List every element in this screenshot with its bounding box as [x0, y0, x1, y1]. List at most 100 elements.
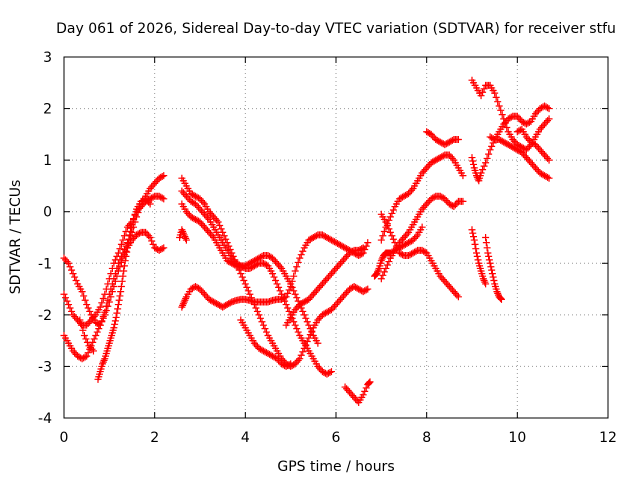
data-point-marker — [318, 280, 326, 288]
data-point-marker — [69, 347, 77, 355]
data-point-marker — [323, 308, 331, 316]
data-point-marker — [296, 254, 304, 262]
data-point-marker — [290, 287, 298, 295]
data-point-marker — [80, 354, 88, 362]
data-point-marker — [202, 212, 210, 220]
data-point-marker — [157, 246, 165, 254]
data-point-marker — [294, 356, 302, 364]
data-series-track — [76, 316, 97, 355]
data-point-marker — [219, 228, 227, 236]
data-point-marker — [108, 264, 116, 272]
data-point-marker — [441, 277, 449, 285]
data-series-track — [371, 223, 426, 280]
data-point-marker — [123, 244, 131, 252]
data-point-marker — [386, 213, 394, 221]
data-point-marker — [427, 130, 435, 138]
data-point-marker — [353, 284, 361, 292]
data-point-marker — [306, 235, 314, 243]
data-point-marker — [352, 283, 360, 291]
data-point-marker — [338, 294, 346, 302]
data-point-marker — [513, 128, 521, 136]
data-point-marker — [545, 115, 553, 123]
data-point-marker — [468, 226, 476, 234]
data-point-marker — [68, 307, 76, 315]
data-point-marker — [309, 290, 317, 298]
data-point-marker — [519, 118, 527, 126]
data-point-marker — [146, 185, 154, 193]
data-point-marker — [90, 313, 98, 321]
data-point-marker — [131, 210, 139, 218]
data-point-marker — [149, 240, 157, 248]
data-point-marker — [188, 198, 196, 206]
data-point-marker — [366, 378, 374, 386]
data-point-marker — [418, 205, 426, 213]
data-series-track — [482, 234, 505, 303]
data-point-marker — [264, 350, 272, 358]
data-point-marker — [300, 298, 308, 306]
data-point-marker — [491, 89, 499, 97]
data-point-marker — [477, 169, 485, 177]
data-point-marker — [151, 244, 159, 252]
data-point-marker — [305, 334, 313, 342]
data-point-marker — [538, 104, 546, 112]
data-point-marker — [86, 318, 94, 326]
y-tick-label: 3 — [43, 50, 52, 66]
data-point-marker — [397, 194, 405, 202]
data-point-marker — [275, 283, 283, 291]
data-point-marker — [494, 98, 502, 106]
data-point-marker — [488, 270, 496, 278]
data-point-marker — [75, 353, 83, 361]
data-point-marker — [522, 133, 530, 141]
data-point-marker — [344, 386, 352, 394]
data-point-marker — [320, 232, 328, 240]
data-point-marker — [472, 245, 480, 253]
data-point-marker — [160, 172, 168, 180]
data-point-marker — [349, 392, 357, 400]
data-point-marker — [193, 283, 201, 291]
data-point-marker — [302, 297, 310, 305]
data-point-marker — [105, 275, 113, 283]
data-point-marker — [299, 299, 307, 307]
data-point-marker — [202, 225, 210, 233]
data-point-marker — [509, 136, 517, 144]
data-point-marker — [182, 236, 190, 244]
data-point-marker — [525, 157, 533, 165]
data-point-marker — [252, 341, 260, 349]
data-point-marker — [536, 105, 544, 113]
data-point-marker — [314, 339, 322, 347]
data-point-marker — [259, 347, 267, 355]
data-point-marker — [409, 236, 417, 244]
data-point-marker — [430, 193, 438, 201]
data-point-marker — [308, 292, 316, 300]
data-point-marker — [406, 251, 414, 259]
data-point-marker — [119, 236, 127, 244]
data-point-marker — [178, 303, 186, 311]
data-point-marker — [451, 289, 459, 297]
data-point-marker — [223, 301, 231, 309]
data-point-marker — [341, 290, 349, 298]
data-point-marker — [362, 384, 370, 392]
data-point-marker — [258, 346, 266, 354]
data-point-marker — [506, 114, 514, 122]
data-point-marker — [321, 233, 329, 241]
data-point-marker — [124, 240, 132, 248]
data-point-marker — [326, 368, 334, 376]
data-point-marker — [373, 270, 381, 278]
data-point-marker — [66, 304, 74, 312]
data-point-marker — [278, 290, 286, 298]
data-point-marker — [364, 239, 372, 247]
data-point-marker — [544, 117, 552, 125]
data-point-marker — [427, 159, 435, 167]
data-point-marker — [226, 299, 234, 307]
data-point-marker — [496, 294, 504, 302]
data-point-marker — [278, 360, 286, 368]
data-point-marker — [403, 240, 411, 248]
data-point-marker — [397, 243, 405, 251]
data-point-marker — [259, 259, 267, 267]
data-point-marker — [436, 192, 444, 200]
data-point-marker — [191, 192, 199, 200]
data-point-marker — [196, 195, 204, 203]
data-point-marker — [137, 197, 145, 205]
data-point-marker — [421, 166, 429, 174]
